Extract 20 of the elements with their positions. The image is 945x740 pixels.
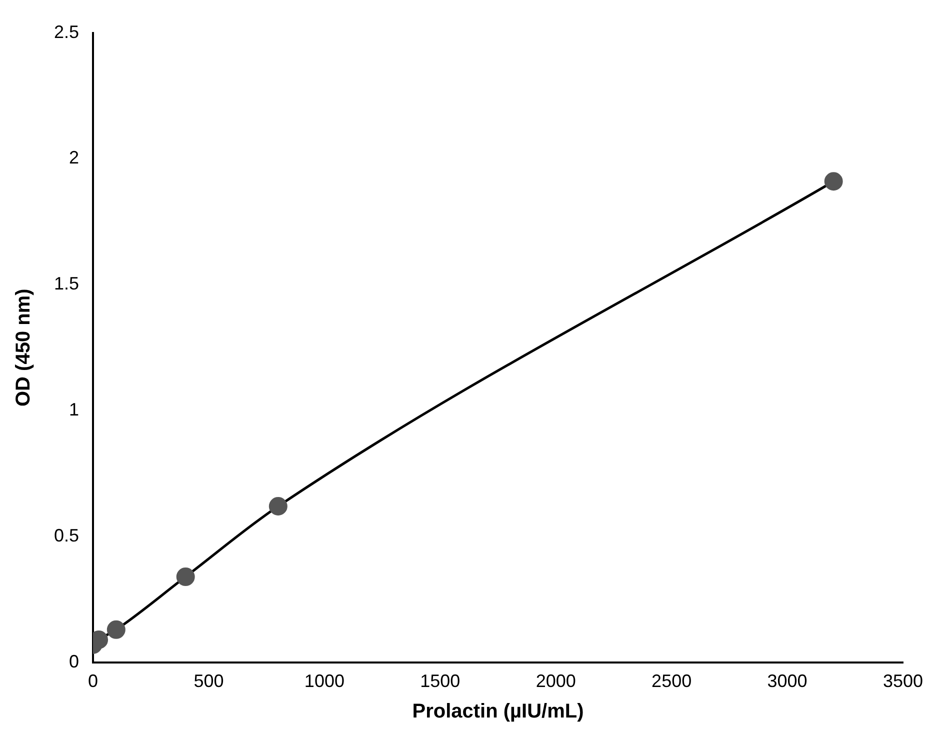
y-tick-label: 0.5 xyxy=(54,525,80,546)
x-tick-label: 1500 xyxy=(420,671,460,692)
y-axis-title: OD (450 nm) xyxy=(12,288,35,407)
x-tick-label: 2000 xyxy=(536,671,576,692)
point xyxy=(176,568,195,586)
x-tick-label: 500 xyxy=(194,671,224,692)
point xyxy=(824,172,843,191)
y-tick-label: 1.5 xyxy=(54,274,80,294)
y-tick-label: 2.5 xyxy=(54,22,80,42)
x-tick-label: 3000 xyxy=(767,671,808,692)
x-axis-title: Prolactin (µIU/mL) xyxy=(412,700,584,723)
y-tick-label: 1 xyxy=(69,400,80,420)
x-tick-label: 2500 xyxy=(652,671,692,692)
point xyxy=(106,620,126,639)
x-tick-label: 3500 xyxy=(882,671,924,692)
x-tick-label: 0 xyxy=(88,671,98,692)
y-tick-label: 2 xyxy=(69,148,80,168)
x-tick-label: 1000 xyxy=(304,671,344,692)
point xyxy=(268,497,288,516)
y-tick-label: 0 xyxy=(69,651,80,672)
